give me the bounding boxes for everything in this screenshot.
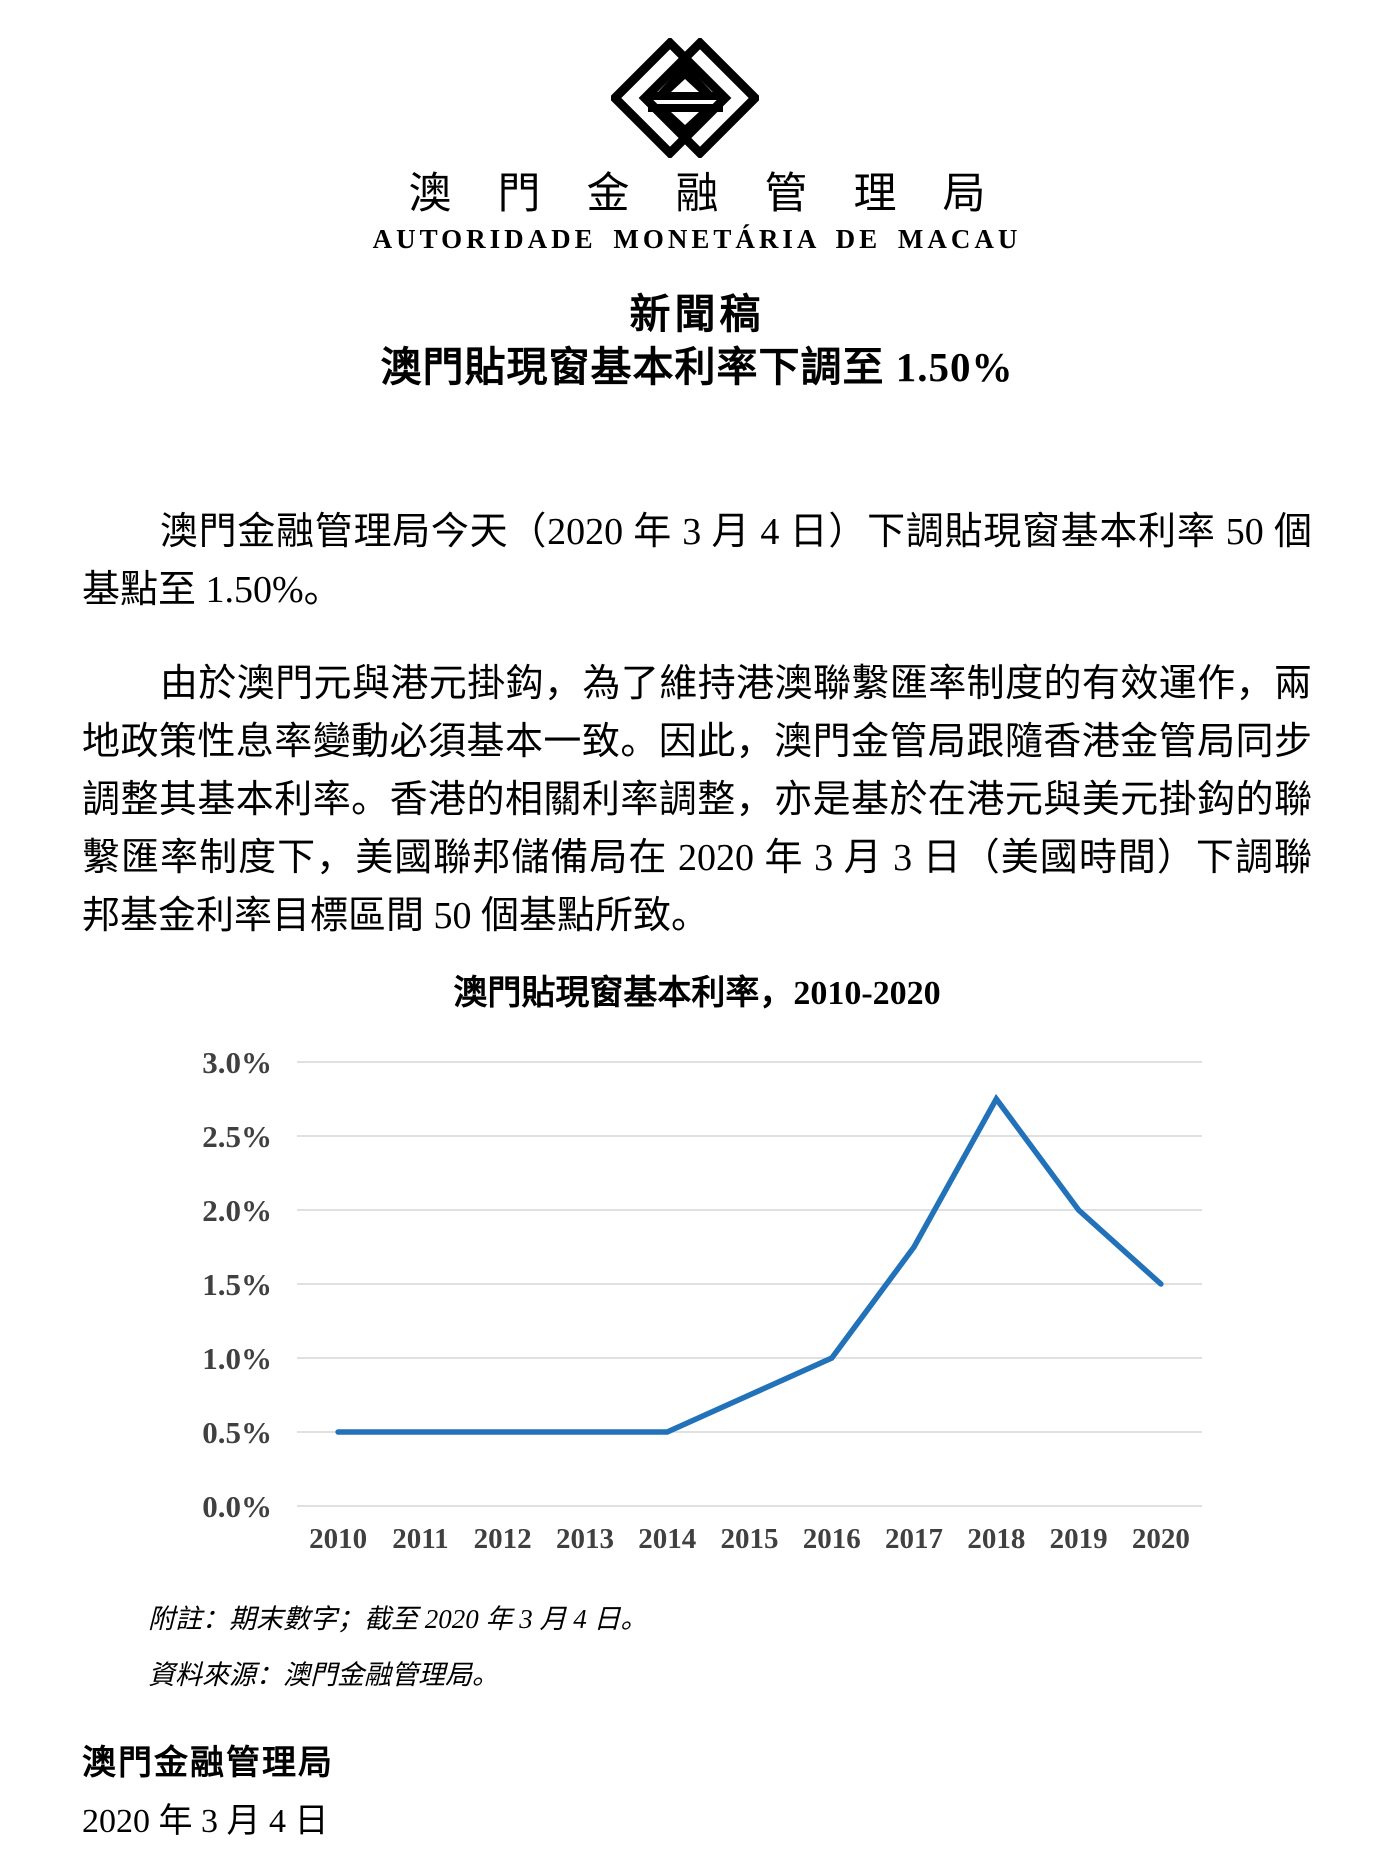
org-name-portuguese: AUTORIDADE MONETÁRIA DE MACAU [372, 224, 1022, 254]
base-rate-line-chart: 3.0% 2.5% 2.0% 1.5% 1.0% 0.5% 0.0% 2010 2011 2012… [82, 1040, 1312, 1560]
svg-text:3.0%: 3.0% [202, 1045, 272, 1080]
paragraph-1: 澳門金融管理局今天（2020 年 3 月 4 日）下調貼現窗基本利率 50 個基… [82, 511, 1312, 611]
chart-source: 資料來源：澳門金融管理局。 [148, 1660, 499, 1690]
chart-title: 澳門貼現窗基本利率，2010-2020 [453, 975, 941, 1012]
svg-text:2020: 2020 [1132, 1523, 1190, 1555]
press-release-heading: 新聞稿 [629, 291, 765, 337]
svg-text:0.0%: 0.0% [202, 1489, 272, 1524]
svg-text:2013: 2013 [556, 1523, 614, 1555]
svg-text:2015: 2015 [721, 1523, 779, 1555]
svg-text:2011: 2011 [392, 1523, 448, 1555]
page-title: 澳門貼現窗基本利率下調至 1.50% [380, 344, 1014, 390]
paragraph-2: 由於澳門元與港元掛鈎，為了維持港澳聯繫匯率制度的有效運作，兩地政策性息率變動必須… [82, 663, 1312, 937]
svg-text:2012: 2012 [474, 1523, 532, 1555]
svg-text:1.5%: 1.5% [202, 1267, 272, 1302]
svg-text:2018: 2018 [967, 1523, 1025, 1555]
chart-note: 附註：期末數字；截至 2020 年 3 月 4 日。 [148, 1604, 648, 1634]
amcm-logo [608, 36, 762, 160]
svg-text:2.0%: 2.0% [202, 1193, 272, 1228]
svg-text:2010: 2010 [309, 1523, 367, 1555]
svg-text:2019: 2019 [1050, 1523, 1108, 1555]
base-rate-line-chart-svg: 3.0% 2.5% 2.0% 1.5% 1.0% 0.5% 0.0% 2010 2011 2012… [202, 1045, 1202, 1555]
signature-date: 2020 年 3 月 4 日 [82, 1803, 329, 1840]
signature-org: 澳門金融管理局 [82, 1745, 334, 1782]
amcm-logo-icon [608, 36, 762, 160]
svg-text:2.5%: 2.5% [202, 1119, 272, 1154]
svg-text:2016: 2016 [803, 1523, 861, 1555]
svg-text:2014: 2014 [638, 1523, 696, 1555]
svg-text:2017: 2017 [885, 1523, 943, 1555]
svg-text:0.5%: 0.5% [202, 1415, 272, 1450]
org-name-chinese: 澳門金融管理局 [408, 171, 1032, 218]
svg-text:1.0%: 1.0% [202, 1341, 272, 1376]
